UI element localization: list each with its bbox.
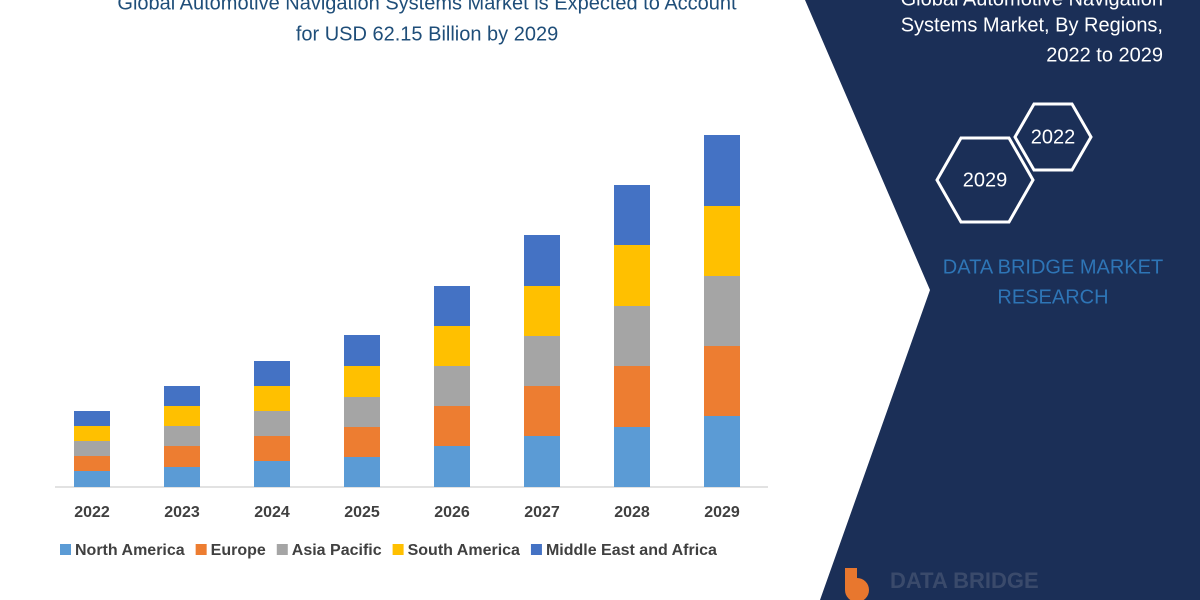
panel-title-line: Global Automotive Navigation: [901, 0, 1163, 10]
panel-title-line: 2022 to 2029: [1046, 44, 1163, 66]
bar-segment: [254, 436, 290, 461]
brand-line: DATA BRIDGE MARKET: [943, 256, 1163, 278]
x-tick-label: 2024: [254, 504, 290, 521]
bar-segment: [524, 336, 560, 386]
bar-segment: [344, 366, 380, 397]
bar-segment: [434, 406, 470, 446]
bar-segment: [344, 427, 380, 457]
bar-segment: [254, 386, 290, 411]
logo-icon: [845, 568, 869, 600]
hexagon-label: 2022: [1031, 126, 1076, 148]
legend-label: Asia Pacific: [292, 542, 382, 559]
x-tick-label: 2028: [614, 504, 650, 521]
bar-segment: [344, 397, 380, 427]
legend-swatch: [392, 544, 404, 555]
bar-segment: [704, 276, 740, 346]
bar-segment: [614, 185, 650, 245]
bar-segment: [704, 416, 740, 487]
x-tick-label: 2026: [434, 504, 470, 521]
legend-swatch: [276, 544, 288, 555]
bar-segment: [74, 441, 110, 456]
bar-segment: [614, 427, 650, 487]
bar-segment: [164, 426, 200, 446]
legend-label: Middle East and Africa: [546, 542, 717, 559]
bar-segment: [164, 386, 200, 406]
title-line: for USD 62.15 Billion by 2029: [296, 23, 558, 45]
bar-segment: [614, 306, 650, 366]
bar-segment: [524, 286, 560, 336]
bar-segment: [74, 456, 110, 471]
bar-segment: [704, 206, 740, 276]
x-tick-label: 2023: [164, 504, 200, 521]
bar-segment: [74, 471, 110, 487]
title-line: Global Automotive Navigation Systems Mar…: [117, 0, 737, 14]
x-tick-label: 2025: [344, 504, 380, 521]
bar-segment: [344, 457, 380, 487]
bar-segment: [434, 366, 470, 406]
bar-segment: [74, 426, 110, 441]
legend-label: South America: [408, 542, 520, 559]
legend-label: Europe: [211, 542, 266, 559]
bar-segment: [164, 406, 200, 426]
bar-segment: [524, 436, 560, 487]
bar-segment: [254, 361, 290, 386]
bar-segment: [434, 286, 470, 326]
bar-segment: [704, 346, 740, 416]
bar-segment: [434, 446, 470, 487]
bar-segment: [524, 386, 560, 436]
chart: 2022 2023 2024 2025 2026 2027 2028 2029 North Am…: [55, 135, 768, 559]
bar-segment: [434, 326, 470, 366]
bar-segment: [614, 245, 650, 306]
bar-segment: [614, 366, 650, 427]
legend-swatch: [60, 544, 71, 555]
bar-segment: [74, 411, 110, 426]
legend-label: North America: [75, 542, 185, 559]
logo-text: DATA BRIDGE: [890, 568, 1039, 593]
bar-segment: [254, 461, 290, 487]
legend-swatch: [530, 544, 542, 555]
bar-segment: [344, 335, 380, 366]
x-tick-label: 2029: [704, 504, 740, 521]
x-tick-label: 2027: [524, 504, 560, 521]
hexagon: [1013, 102, 1093, 172]
side-panel: [805, 0, 1200, 600]
bar-segment: [254, 411, 290, 436]
brand-line: RESEARCH: [997, 286, 1108, 308]
bar-segment: [704, 135, 740, 206]
panel-title-line: Systems Market, By Regions,: [901, 14, 1163, 36]
hexagon: [935, 136, 1035, 224]
bar-segment: [164, 467, 200, 487]
x-tick-label: 2022: [74, 504, 110, 521]
hexagon-label: 2029: [963, 169, 1008, 191]
bar-segment: [524, 235, 560, 286]
bar-segment: [164, 446, 200, 467]
legend-swatch: [195, 544, 207, 555]
